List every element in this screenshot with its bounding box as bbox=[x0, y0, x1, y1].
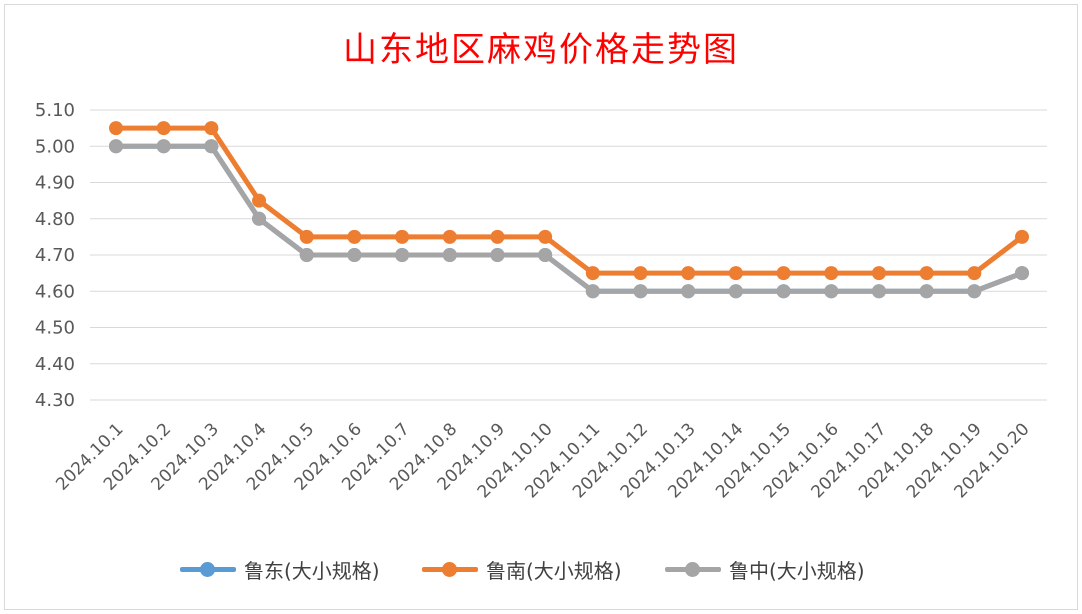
data-point[interactable] bbox=[299, 248, 314, 262]
legend-marker bbox=[180, 553, 236, 585]
data-point[interactable] bbox=[299, 229, 314, 244]
data-point[interactable] bbox=[347, 248, 362, 262]
y-tick-label: 4.70 bbox=[35, 245, 75, 266]
series-2 bbox=[109, 139, 1029, 299]
y-tick-label: 4.90 bbox=[35, 173, 75, 194]
legend-item-ludong[interactable]: 鲁东(大小规格) bbox=[180, 553, 380, 585]
data-point[interactable] bbox=[1015, 229, 1029, 244]
data-point[interactable] bbox=[204, 139, 219, 154]
data-point[interactable] bbox=[824, 284, 839, 299]
data-point[interactable] bbox=[1015, 266, 1029, 281]
data-point[interactable] bbox=[871, 284, 886, 299]
series-line bbox=[113, 125, 1025, 276]
data-point[interactable] bbox=[967, 284, 982, 299]
data-point[interactable] bbox=[585, 284, 600, 299]
data-point[interactable] bbox=[156, 121, 171, 136]
legend-label: 鲁中(大小规格) bbox=[729, 558, 865, 583]
y-tick-label: 5.00 bbox=[35, 136, 75, 157]
series-1 bbox=[109, 121, 1029, 281]
chart-title: 山东地区麻鸡价格走势图 bbox=[343, 30, 739, 70]
data-point[interactable] bbox=[109, 121, 123, 136]
data-point[interactable] bbox=[728, 266, 743, 281]
series-lines bbox=[109, 121, 1029, 299]
legend-marker bbox=[422, 553, 478, 585]
legend-marker bbox=[665, 553, 721, 585]
data-point[interactable] bbox=[156, 139, 171, 154]
data-point[interactable] bbox=[776, 284, 791, 299]
data-point[interactable] bbox=[538, 229, 553, 244]
data-point[interactable] bbox=[252, 211, 267, 226]
y-tick-label: 4.50 bbox=[35, 318, 75, 339]
y-tick-label: 4.40 bbox=[35, 354, 75, 375]
chart-area bbox=[4, 4, 1078, 610]
data-point[interactable] bbox=[824, 266, 839, 281]
data-point[interactable] bbox=[585, 266, 600, 281]
y-axis-ticks: 5.10 5.00 4.90 4.80 4.70 4.60 4.50 4.40 4.30 bbox=[35, 100, 75, 411]
legend-label: 鲁东(大小规格) bbox=[244, 558, 380, 583]
data-point[interactable] bbox=[347, 229, 362, 244]
legend-item-luzhong[interactable]: 鲁中(大小规格) bbox=[665, 553, 865, 585]
data-point[interactable] bbox=[395, 248, 410, 262]
data-point[interactable] bbox=[442, 229, 457, 244]
data-point[interactable] bbox=[442, 248, 457, 262]
series-line bbox=[113, 143, 1025, 294]
data-point[interactable] bbox=[633, 284, 648, 299]
data-point[interactable] bbox=[204, 121, 219, 136]
legend: 鲁东(大小规格) 鲁南(大小规格) 鲁中(大小规格) bbox=[0, 553, 1082, 585]
data-point[interactable] bbox=[919, 284, 934, 299]
y-tick-label: 4.80 bbox=[35, 209, 75, 230]
legend-label: 鲁南(大小规格) bbox=[486, 558, 622, 583]
data-point[interactable] bbox=[776, 266, 791, 281]
y-tick-label: 5.10 bbox=[35, 100, 75, 121]
legend-item-lunan[interactable]: 鲁南(大小规格) bbox=[422, 553, 622, 585]
data-point[interactable] bbox=[252, 193, 267, 208]
data-point[interactable] bbox=[538, 248, 553, 262]
data-point[interactable] bbox=[871, 266, 886, 281]
y-tick-label: 4.30 bbox=[35, 390, 75, 411]
data-point[interactable] bbox=[633, 266, 648, 281]
data-point[interactable] bbox=[681, 284, 696, 299]
data-point[interactable] bbox=[490, 248, 505, 262]
x-axis-ticks: 2024.10.12024.10.22024.10.32024.10.42024… bbox=[52, 419, 1033, 502]
data-point[interactable] bbox=[681, 266, 696, 281]
data-point[interactable] bbox=[728, 284, 743, 299]
data-point[interactable] bbox=[919, 266, 934, 281]
y-tick-label: 4.60 bbox=[35, 281, 75, 302]
data-point[interactable] bbox=[490, 229, 505, 244]
data-point[interactable] bbox=[395, 229, 410, 244]
data-point[interactable] bbox=[109, 139, 123, 154]
data-point[interactable] bbox=[967, 266, 982, 281]
